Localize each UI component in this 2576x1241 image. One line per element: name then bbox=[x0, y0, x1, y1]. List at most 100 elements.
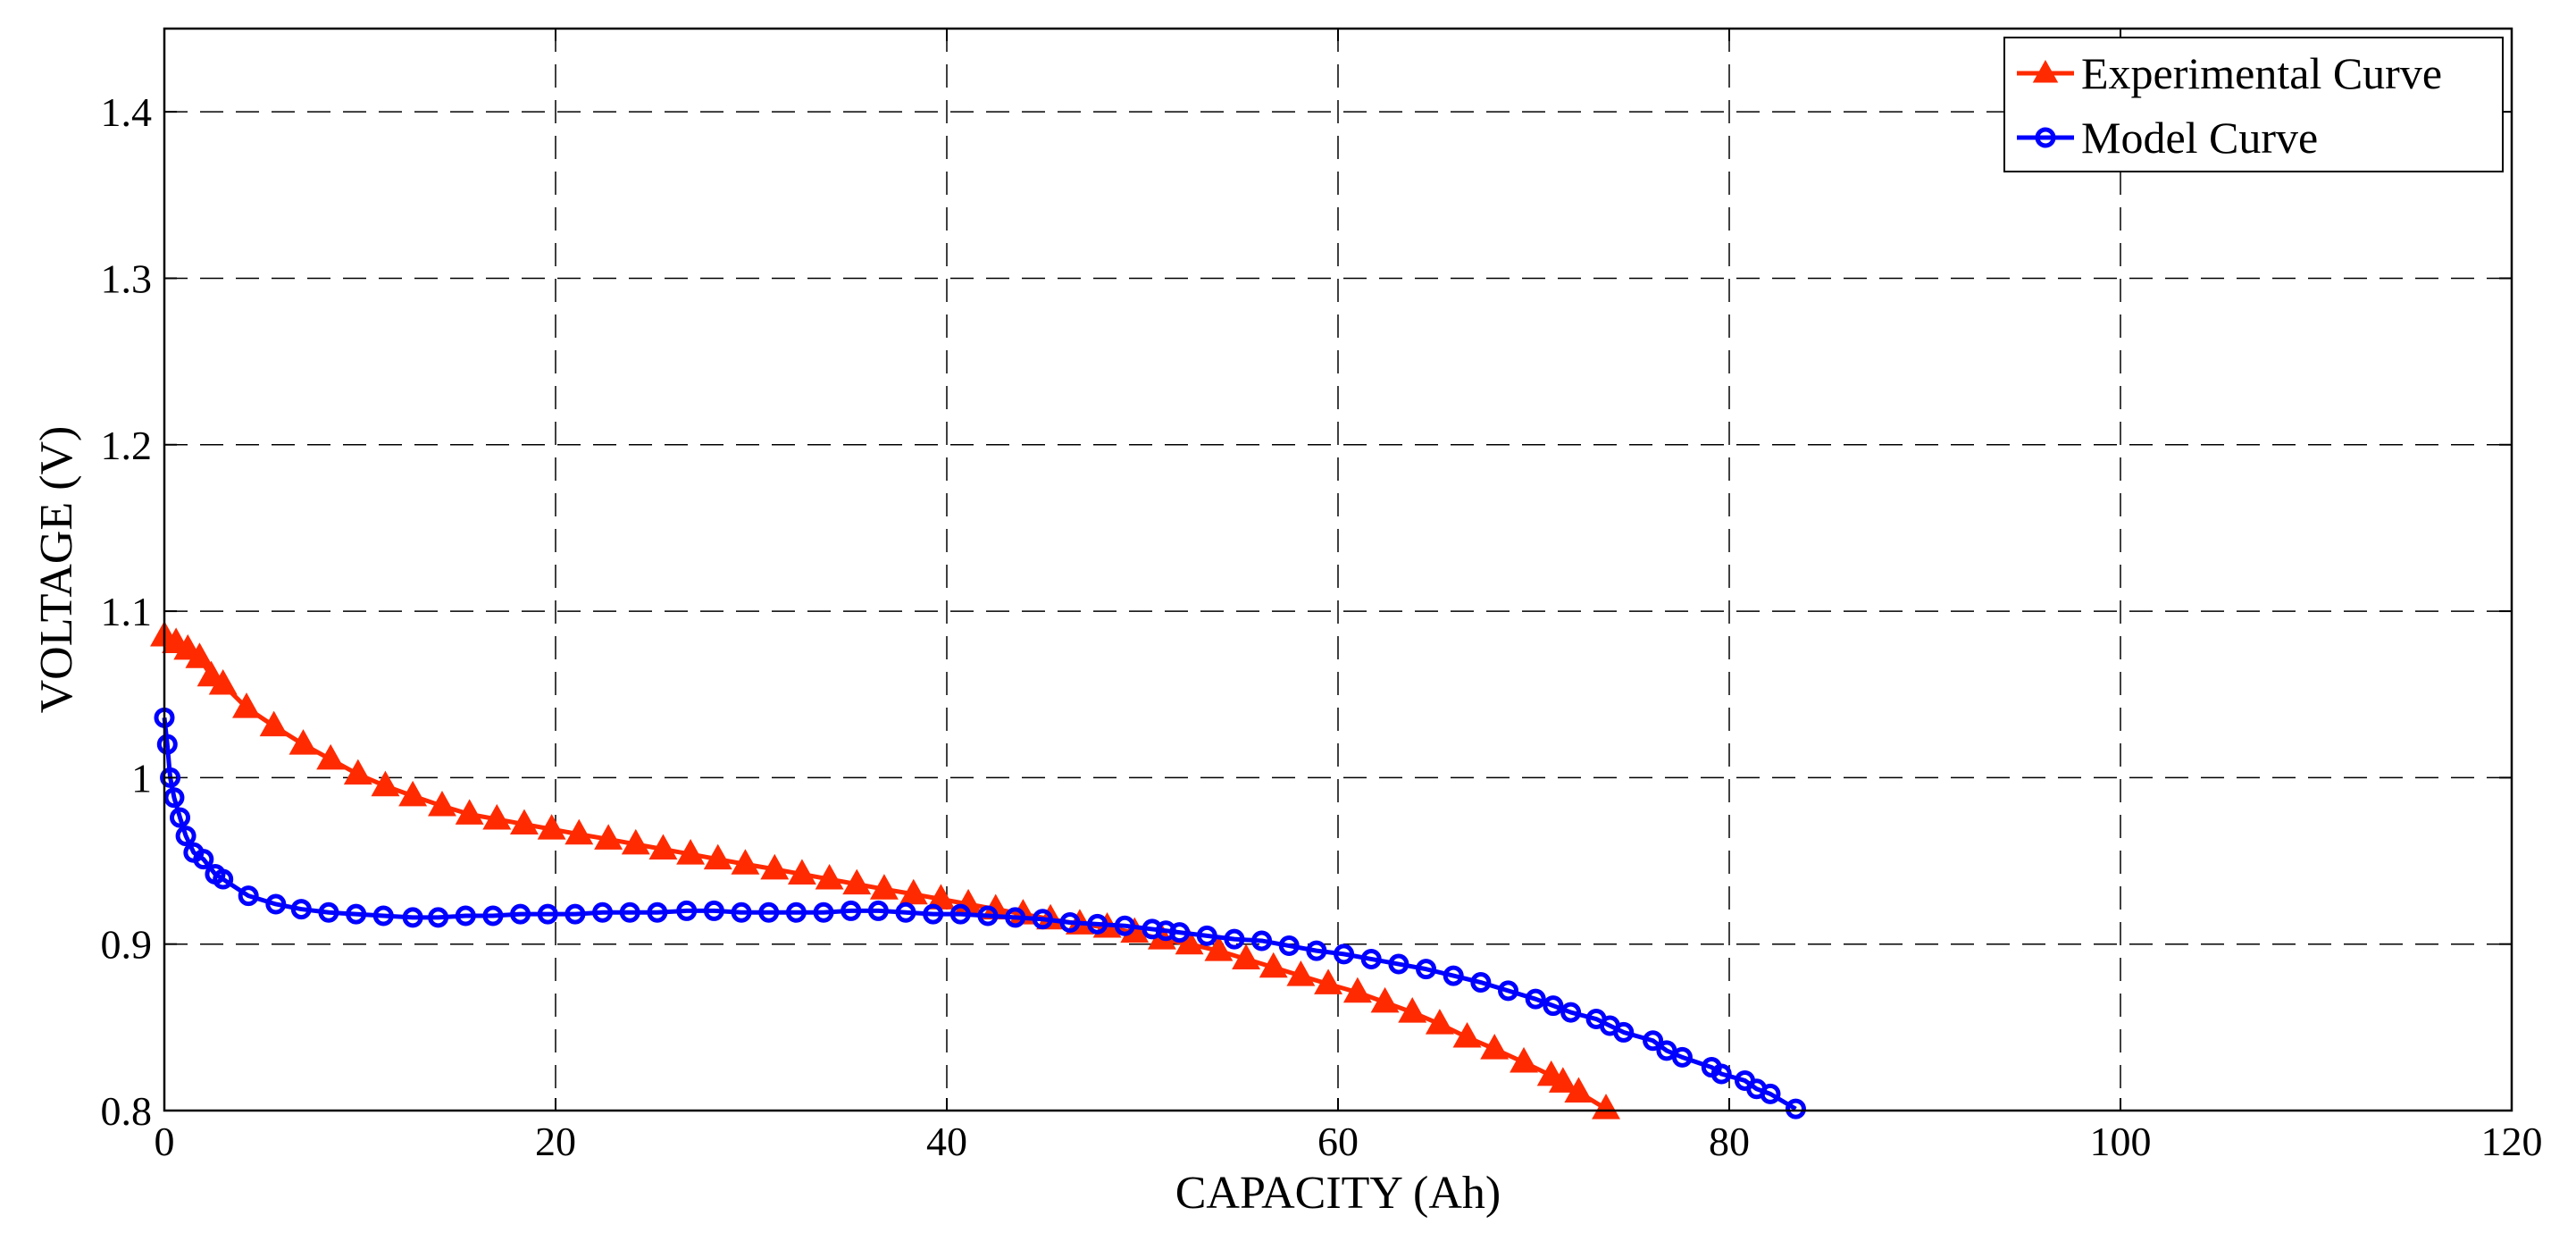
legend-label-experimental: Experimental Curve bbox=[2081, 48, 2442, 98]
data-point-circle bbox=[1196, 925, 1217, 946]
legend: Experimental Curve Model Curve bbox=[2003, 37, 2504, 172]
data-point-triangle bbox=[1286, 960, 1316, 986]
data-point-triangle bbox=[1592, 1094, 1620, 1119]
data-point-circle bbox=[175, 826, 197, 847]
axis-ticks bbox=[163, 29, 2513, 1111]
data-point-triangle bbox=[787, 859, 816, 885]
data-point-triangle bbox=[842, 868, 872, 895]
data-point-circle bbox=[1760, 1083, 1781, 1104]
data-point-triangle bbox=[1314, 968, 1343, 994]
data-point-circle bbox=[1525, 988, 1546, 1010]
data-point-circle bbox=[977, 905, 999, 927]
data-point-circle bbox=[619, 901, 640, 923]
data-point-circle bbox=[1032, 909, 1053, 930]
data-point-triangle bbox=[343, 759, 372, 785]
data-point-circle bbox=[1169, 922, 1191, 943]
data-point-circle bbox=[731, 901, 752, 923]
data-point-triangle bbox=[1120, 917, 1150, 943]
x-axis-label: CAPACITY (Ah) bbox=[1175, 1168, 1501, 1219]
data-point-circle bbox=[1278, 935, 1300, 957]
data-point-circle bbox=[1470, 972, 1492, 994]
data-point-triangle bbox=[1564, 1077, 1593, 1103]
data-point-circle bbox=[1251, 930, 1273, 952]
data-point-circle bbox=[318, 901, 339, 923]
data-point-triangle bbox=[1232, 943, 1261, 969]
data-point-triangle bbox=[1259, 952, 1288, 978]
data-point-circle bbox=[647, 901, 668, 923]
data-point-circle bbox=[160, 767, 181, 788]
data-point-triangle bbox=[1480, 1034, 1510, 1060]
data-point-circle bbox=[1498, 980, 1519, 1002]
data-point-triangle bbox=[760, 853, 790, 880]
data-point-triangle bbox=[869, 874, 899, 900]
data-point-triangle bbox=[565, 818, 594, 845]
data-point-triangle bbox=[185, 642, 214, 668]
data-point-circle bbox=[1710, 1063, 1732, 1085]
data-point-circle bbox=[372, 905, 394, 927]
data-point-circle bbox=[592, 901, 614, 923]
data-point-circle bbox=[867, 900, 889, 921]
x-tick-label: 80 bbox=[1709, 1119, 1750, 1164]
data-point-triangle bbox=[594, 824, 623, 850]
data-point-circle bbox=[1005, 907, 1026, 928]
data-point-triangle bbox=[731, 849, 760, 875]
x-tick-label: 100 bbox=[2090, 1119, 2152, 1164]
y-tick-label: 1.1 bbox=[101, 589, 153, 634]
data-point-triangle bbox=[1425, 1009, 1454, 1035]
data-point-triangle bbox=[676, 839, 706, 865]
y-tick-label: 0.8 bbox=[101, 1088, 153, 1134]
legend-entry-model: Model Curve bbox=[2017, 113, 2318, 163]
data-point-triangle bbox=[1204, 935, 1234, 961]
data-point-triangle bbox=[208, 669, 238, 695]
y-axis-label: VOLTAGE (V) bbox=[31, 426, 82, 714]
data-point-triangle bbox=[398, 780, 428, 807]
data-point-triangle bbox=[1548, 1067, 1577, 1093]
data-point-triangle bbox=[815, 863, 844, 890]
data-point-triangle bbox=[371, 770, 400, 797]
x-tick-label: 0 bbox=[155, 1119, 175, 1164]
x-tick-label: 120 bbox=[2481, 1119, 2543, 1164]
y-axis-tick-labels: 0.8 0.9 1 1.1 1.2 1.3 1.4 bbox=[101, 89, 153, 1134]
y-tick-label: 1 bbox=[131, 755, 152, 801]
data-point-circle bbox=[1671, 1046, 1693, 1068]
y-tick-label: 0.9 bbox=[101, 922, 153, 968]
data-point-triangle bbox=[428, 791, 456, 817]
data-point-circle bbox=[1388, 953, 1409, 975]
data-point-circle bbox=[1360, 948, 1382, 969]
data-point-circle bbox=[813, 901, 834, 923]
data-point-triangle bbox=[648, 834, 678, 859]
data-point-circle bbox=[1613, 1021, 1635, 1043]
y-tick-label: 1.3 bbox=[101, 256, 153, 301]
data-point-circle bbox=[1224, 928, 1245, 950]
data-point-circle bbox=[758, 901, 780, 923]
data-point-triangle bbox=[537, 814, 566, 840]
data-point-circle bbox=[170, 807, 191, 828]
data-point-triangle bbox=[1398, 997, 1427, 1023]
y-tick-label: 1.2 bbox=[101, 423, 153, 468]
data-point-circle bbox=[949, 903, 971, 925]
data-point-circle bbox=[565, 903, 586, 925]
data-point-circle bbox=[895, 901, 916, 923]
data-point-circle bbox=[785, 901, 807, 923]
data-point-triangle bbox=[1370, 986, 1400, 1013]
series-model-curve bbox=[154, 707, 1806, 1119]
data-point-circle bbox=[1643, 1030, 1664, 1052]
data-point-circle bbox=[428, 907, 449, 928]
legend-label-model: Model Curve bbox=[2081, 113, 2318, 163]
legend-box bbox=[2003, 37, 2504, 172]
data-point-triangle bbox=[703, 843, 732, 870]
series-line bbox=[162, 717, 1797, 1111]
data-point-circle bbox=[402, 907, 423, 928]
data-point-triangle bbox=[1342, 977, 1372, 1003]
legend-entry-experimental: Experimental Curve bbox=[2017, 48, 2442, 98]
data-point-circle bbox=[1543, 995, 1564, 1017]
data-point-circle bbox=[156, 734, 178, 755]
data-point-triangle bbox=[1452, 1021, 1482, 1048]
data-point-circle bbox=[1087, 913, 1108, 935]
data-point-triangle bbox=[316, 743, 346, 770]
grid-lines bbox=[164, 29, 2512, 1111]
data-point-circle bbox=[703, 900, 724, 921]
